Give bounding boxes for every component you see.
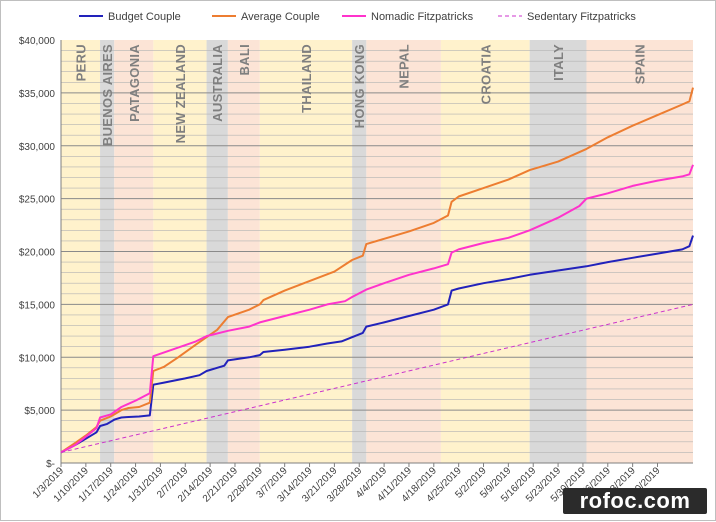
region-label: PATAGONIA (127, 44, 142, 122)
y-tick-label: $40,000 (19, 36, 56, 47)
y-tick-label: $25,000 (19, 195, 56, 206)
region-label: CROATIA (478, 44, 493, 105)
region-label: PERU (74, 44, 89, 81)
legend-label: Average Couple (241, 11, 320, 23)
series-line (60, 87, 694, 454)
region-label: BALI (237, 44, 252, 76)
y-tick-label: $5,000 (24, 406, 55, 417)
legend-label: Budget Couple (108, 11, 181, 23)
y-tick-label: $30,000 (19, 142, 56, 153)
region-label: SPAIN (633, 44, 648, 84)
series-line (60, 303, 694, 453)
region-label: NEPAL (397, 44, 412, 89)
region-label: NEW ZEALAND (173, 44, 188, 143)
y-tick-label: $10,000 (19, 353, 56, 364)
series-line (60, 235, 694, 454)
legend-label: Nomadic Fitzpatricks (371, 11, 474, 23)
region-label: BUENOS AIRES (100, 44, 115, 146)
watermark: rofoc.com (563, 488, 707, 514)
legend-label: Sedentary Fitzpatricks (527, 11, 636, 23)
region-label: HONG KONG (352, 44, 367, 128)
region-label: AUSTRALIA (210, 44, 225, 122)
y-tick-label: $35,000 (19, 89, 56, 100)
y-tick-label: $- (46, 459, 55, 470)
series-line (60, 164, 694, 454)
y-tick-label: $15,000 (19, 300, 56, 311)
y-tick-label: $20,000 (19, 248, 56, 259)
region-label: THAILAND (299, 44, 314, 113)
region-label: ITALY (551, 44, 566, 81)
